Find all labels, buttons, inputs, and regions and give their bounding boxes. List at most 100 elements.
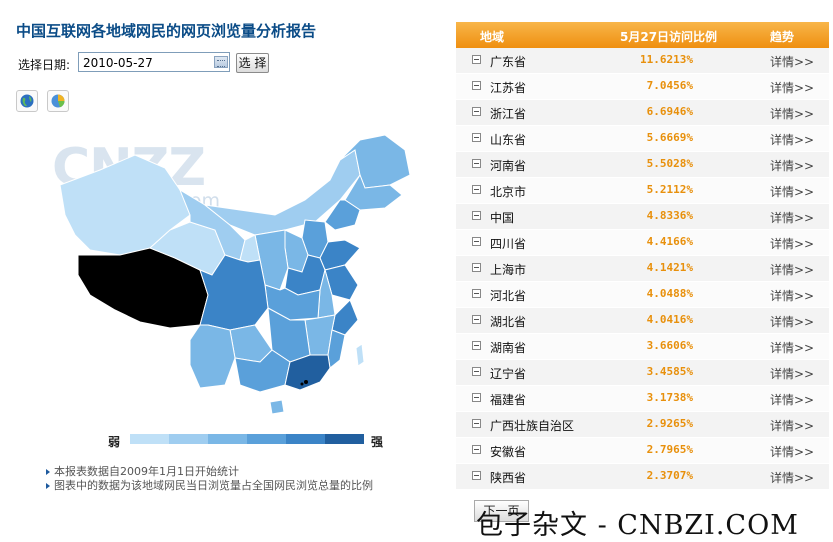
region-name: 四川省 (490, 237, 527, 251)
table-row: 上海市 4.1421% 详情>> (456, 256, 829, 282)
region-name: 辽宁省 (490, 367, 527, 381)
trend-detail-link[interactable]: 详情>> (770, 419, 815, 433)
expand-icon[interactable] (472, 367, 481, 376)
trend-detail-link[interactable]: 详情>> (770, 289, 815, 303)
trend-detail-link[interactable]: 详情>> (770, 81, 815, 95)
region-name: 山东省 (490, 133, 527, 147)
visit-ratio: 5.6669% (646, 131, 693, 144)
region-name: 广西壮族自治区 (490, 419, 575, 433)
region-name: 北京市 (490, 185, 527, 199)
visit-ratio: 4.0488% (646, 287, 693, 300)
expand-icon[interactable] (472, 81, 481, 90)
visit-ratio: 3.6606% (646, 339, 693, 352)
trend-detail-link[interactable]: 详情>> (770, 159, 815, 173)
legend-scale (130, 434, 364, 444)
expand-icon[interactable] (472, 107, 481, 116)
visit-ratio: 2.9265% (646, 417, 693, 430)
visit-ratio: 11.6213% (640, 53, 693, 66)
region-guangdong (284, 354, 331, 391)
table-row: 福建省 3.1738% 详情>> (456, 386, 829, 412)
trend-detail-link[interactable]: 详情>> (770, 367, 815, 381)
report-notes: 本报表数据自2009年1月1日开始统计 图表中的数据为该地域网民当日浏览量占全国… (46, 465, 391, 493)
legend-swatch (325, 434, 364, 444)
expand-icon[interactable] (472, 341, 481, 350)
expand-icon[interactable] (472, 159, 481, 168)
region-taiwan (355, 343, 365, 367)
region-name: 河北省 (490, 289, 527, 303)
trend-detail-link[interactable]: 详情>> (770, 471, 815, 485)
visit-ratio: 4.1421% (646, 261, 693, 274)
region-name: 安徽省 (490, 445, 527, 459)
table-row: 山东省 5.6669% 详情>> (456, 126, 829, 152)
visit-ratio: 7.0456% (646, 79, 693, 92)
expand-icon[interactable] (472, 55, 481, 64)
trend-detail-link[interactable]: 详情>> (770, 393, 815, 407)
trend-detail-link[interactable]: 详情>> (770, 341, 815, 355)
expand-icon[interactable] (472, 185, 481, 194)
select-button[interactable]: 选 择 (236, 53, 269, 73)
trend-detail-link[interactable]: 详情>> (770, 315, 815, 329)
region-hainan (269, 399, 285, 415)
world-map-button[interactable] (16, 90, 38, 112)
china-map-button[interactable] (47, 90, 69, 112)
note-item: 图表中的数据为该地域网民当日浏览量占全国网民浏览总量的比例 (46, 479, 391, 493)
table-body: 广东省 11.6213% 详情>> 江苏省 7.0456% 详情>> 浙江省 6.6946% 详… (456, 48, 829, 490)
legend-swatch (130, 434, 169, 444)
expand-icon[interactable] (472, 445, 481, 454)
region-name: 河南省 (490, 159, 527, 173)
pie-globe-icon (51, 94, 65, 108)
expand-icon[interactable] (472, 133, 481, 142)
table-row: 安徽省 2.7965% 详情>> (456, 438, 829, 464)
trend-detail-link[interactable]: 详情>> (770, 237, 815, 251)
trend-detail-link[interactable]: 详情>> (770, 211, 815, 225)
legend-swatch (286, 434, 325, 444)
legend-swatch (247, 434, 286, 444)
table-row: 江苏省 7.0456% 详情>> (456, 74, 829, 100)
table-header: 地域 5月27日访问比例 趋势 (456, 22, 829, 48)
trend-detail-link[interactable]: 详情>> (770, 263, 815, 277)
region-name: 陕西省 (490, 471, 527, 485)
date-field[interactable] (78, 52, 230, 72)
expand-icon[interactable] (472, 289, 481, 298)
legend-strong-label: 强 (371, 435, 384, 449)
expand-icon[interactable] (472, 237, 481, 246)
region-name: 福建省 (490, 393, 527, 407)
table-row: 广西壮族自治区 2.9265% 详情>> (456, 412, 829, 438)
next-page-button[interactable]: 下一页 (474, 500, 529, 522)
trend-detail-link[interactable]: 详情>> (770, 445, 815, 459)
region-zhejiang (331, 299, 359, 336)
table-row: 四川省 4.4166% 详情>> (456, 230, 829, 256)
date-label: 选择日期: (18, 58, 71, 72)
note-item: 本报表数据自2009年1月1日开始统计 (46, 465, 391, 479)
trend-detail-link[interactable]: 详情>> (770, 55, 815, 69)
expand-icon[interactable] (472, 211, 481, 220)
region-name: 广东省 (490, 55, 527, 69)
header-region: 地域 (480, 30, 505, 44)
expand-icon[interactable] (472, 263, 481, 272)
trend-detail-link[interactable]: 详情>> (770, 133, 815, 147)
globe-icon (20, 94, 34, 108)
trend-detail-link[interactable]: 详情>> (770, 107, 815, 121)
calendar-icon[interactable] (214, 56, 228, 68)
region-heilongjiang (339, 134, 411, 189)
trend-detail-link[interactable]: 详情>> (770, 185, 815, 199)
visit-ratio: 4.4166% (646, 235, 693, 248)
expand-icon[interactable] (472, 471, 481, 480)
visit-ratio: 5.2112% (646, 183, 693, 196)
table-row: 河南省 5.5028% 详情>> (456, 152, 829, 178)
table-row: 湖南省 3.6606% 详情>> (456, 334, 829, 360)
expand-icon[interactable] (472, 419, 481, 428)
region-name: 中国 (490, 211, 515, 225)
site-watermark: 包子杂文 - CNBZI.COM (476, 510, 799, 541)
expand-icon[interactable] (472, 393, 481, 402)
visit-ratio: 5.5028% (646, 157, 693, 170)
visit-ratio: 2.3707% (646, 469, 693, 482)
page-title: 中国互联网各地域网民的网页浏览量分析报告 (16, 22, 317, 40)
region-ranking-table: 地域 5月27日访问比例 趋势 广东省 11.6213% 详情>> 江苏省 7.0456… (456, 22, 829, 490)
region-name: 上海市 (490, 263, 527, 277)
legend-swatch (169, 434, 208, 444)
table-row: 陕西省 2.3707% 详情>> (456, 464, 829, 490)
header-trend: 趋势 (770, 30, 795, 44)
legend-weak-label: 弱 (108, 435, 121, 449)
expand-icon[interactable] (472, 315, 481, 324)
